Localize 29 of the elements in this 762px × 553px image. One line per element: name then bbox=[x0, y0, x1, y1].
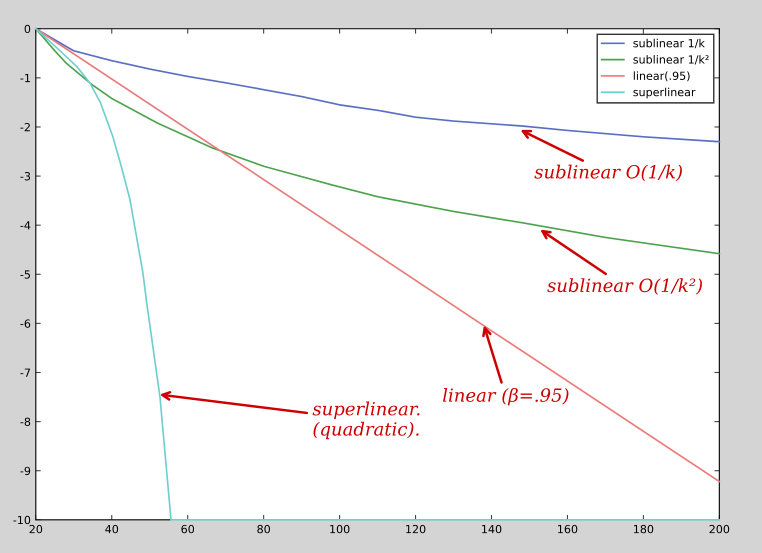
legend-label: linear(.95) bbox=[634, 71, 690, 82]
x-tick-label: 140 bbox=[482, 524, 502, 534]
x-tick-label: 40 bbox=[105, 524, 118, 534]
x-tick-label: 160 bbox=[558, 524, 578, 534]
x-tick-label: 100 bbox=[330, 524, 350, 534]
y-tick-label: 0 bbox=[24, 24, 30, 34]
y-tick-label: -5 bbox=[20, 270, 30, 279]
y-tick-label: -8 bbox=[20, 418, 30, 426]
legend-label: sublinear 1/k² bbox=[633, 55, 709, 65]
y-tick-label: -3 bbox=[20, 172, 30, 180]
annotation: sublinear O(1/k) bbox=[534, 164, 682, 182]
y-tick-label: -2 bbox=[20, 122, 30, 132]
legend-label: superlinear bbox=[633, 88, 696, 98]
y-tick-label: -7 bbox=[20, 368, 30, 377]
x-tick-label: 60 bbox=[181, 524, 194, 534]
annotation: superlinear. (quadratic). bbox=[312, 402, 420, 440]
y-tick-label: -10 bbox=[13, 516, 30, 524]
annotation: linear (β=.95) bbox=[442, 388, 568, 406]
x-tick-label: 200 bbox=[710, 524, 730, 534]
x-tick-label: 80 bbox=[257, 524, 270, 534]
x-tick-label: 120 bbox=[406, 524, 426, 534]
legend-label: sublinear 1/k bbox=[633, 38, 705, 48]
y-tick-label: -4 bbox=[20, 221, 30, 230]
y-tick-label: -9 bbox=[20, 466, 30, 476]
y-tick-label: -1 bbox=[20, 74, 30, 82]
annotation: sublinear O(1/k²) bbox=[547, 278, 702, 295]
y-tick-label: -6 bbox=[20, 319, 30, 328]
x-tick-label: 20 bbox=[30, 524, 42, 534]
x-tick-label: 180 bbox=[634, 524, 654, 534]
